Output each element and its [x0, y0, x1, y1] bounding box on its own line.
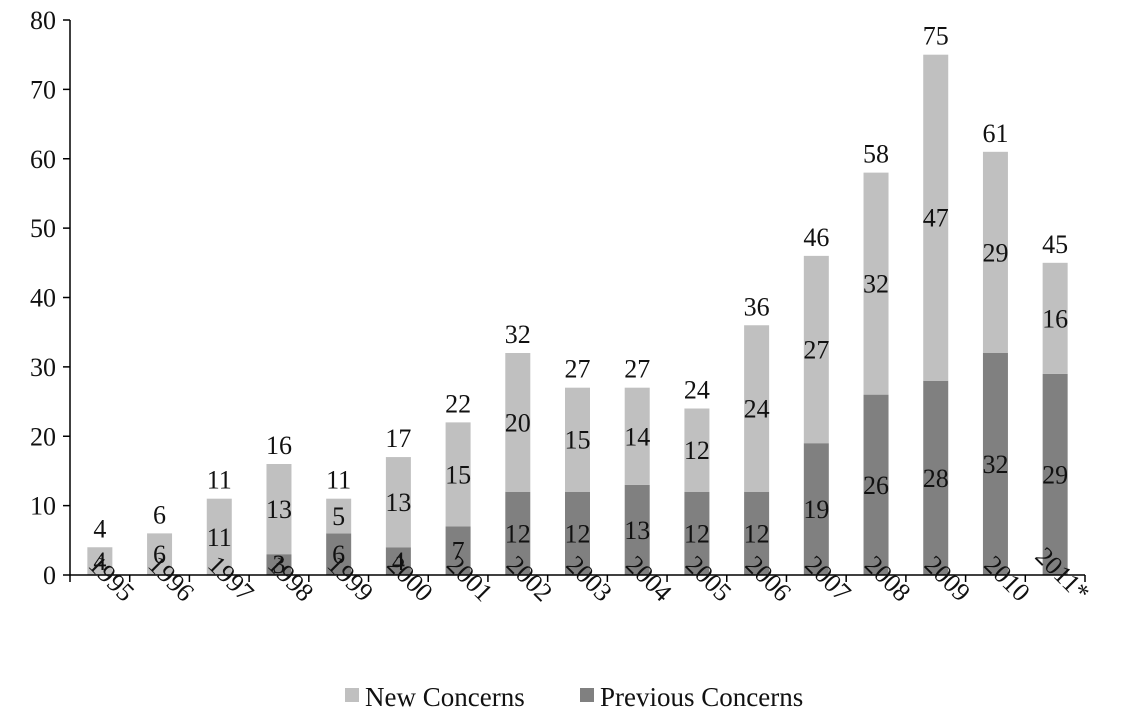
bar-previous-concerns	[505, 491, 531, 575]
data-label-previous: 32	[982, 450, 1008, 479]
bar-previous-concerns	[684, 491, 710, 575]
data-label-total: 16	[266, 431, 292, 460]
bar-previous-concerns	[1042, 373, 1068, 575]
data-label-new: 11	[207, 523, 232, 552]
y-tick-label: 30	[30, 353, 56, 382]
bar-new-concerns	[445, 422, 471, 527]
x-axis: 1995 1996 1997 1998 1999 2000 2001 2002 2003 2004…	[69, 541, 1095, 607]
bar-previous-concerns	[266, 554, 292, 575]
data-label-previous: 29	[1042, 460, 1068, 489]
data-label-total: 11	[207, 466, 232, 495]
bar-new-concerns	[147, 533, 173, 575]
y-axis: 0 10 20 30 40 50 60 70 80	[30, 6, 71, 590]
data-label-total: 27	[565, 355, 591, 384]
data-label-new: 24	[744, 395, 770, 424]
data-label-new: 29	[982, 238, 1008, 267]
data-label-total: 11	[326, 466, 351, 495]
data-label-previous: 6	[332, 540, 345, 569]
data-label-total: 27	[624, 355, 650, 384]
data-label-previous: 28	[923, 464, 949, 493]
legend-label-new-concerns: New Concerns	[365, 682, 525, 712]
data-label-total: 75	[923, 22, 949, 51]
bar-previous-concerns	[385, 547, 411, 575]
legend-swatch-new-concerns	[345, 688, 359, 702]
data-label-total: 61	[982, 119, 1008, 148]
data-label-new: 13	[266, 495, 292, 524]
bar-previous-concerns	[923, 380, 949, 575]
y-tick-label: 80	[30, 6, 56, 35]
data-label-total: 4	[93, 514, 106, 543]
data-label-previous: 26	[863, 471, 889, 500]
bar-previous-concerns	[565, 491, 590, 575]
bar-previous-concerns	[326, 533, 352, 575]
bar-new-concerns	[982, 151, 1008, 353]
data-label-total: 46	[803, 223, 829, 252]
bar-new-concerns	[624, 387, 650, 485]
data-label-new: 12	[684, 436, 710, 465]
data-label-previous: 4	[392, 547, 405, 576]
data-label-new: 20	[505, 408, 531, 437]
data-label-new: 27	[803, 336, 829, 365]
data-label-total: 32	[505, 320, 531, 349]
data-label-new: 6	[153, 540, 166, 569]
data-label-new: 5	[332, 502, 345, 531]
y-tick-label: 0	[43, 561, 56, 590]
data-label-previous: 19	[803, 495, 829, 524]
data-label-previous: 7	[452, 537, 465, 566]
bar-new-concerns	[87, 547, 113, 575]
data-label-new: 13	[385, 488, 411, 517]
bar-new-concerns	[863, 172, 889, 395]
bar-new-concerns	[505, 353, 531, 492]
y-tick-label: 50	[30, 214, 56, 243]
legend: New Concerns Previous Concerns	[345, 682, 803, 712]
y-tick-label: 40	[30, 284, 56, 313]
bar-previous-concerns	[803, 443, 829, 575]
bar-new-concerns	[206, 498, 232, 575]
data-label-previous: 12	[684, 519, 710, 548]
data-label-new: 15	[445, 460, 471, 489]
data-label-new: 16	[1042, 304, 1068, 333]
bar-new-concerns	[803, 255, 829, 444]
data-label-new: 4	[93, 547, 106, 576]
bar-new-concerns	[923, 54, 949, 381]
data-label-new: 14	[624, 422, 650, 451]
y-tick-label: 70	[30, 75, 56, 104]
data-label-total: 17	[385, 424, 411, 453]
bar-new-concerns	[565, 387, 590, 492]
y-tick-label: 10	[30, 492, 56, 521]
bar-previous-concerns	[445, 526, 471, 575]
bar-new-concerns	[385, 457, 411, 548]
data-label-previous: 12	[565, 519, 591, 548]
bar-new-concerns	[744, 325, 770, 492]
data-label-total: 22	[445, 389, 471, 418]
bars: 4466111131316651141317715221220321215271…	[87, 22, 1068, 579]
y-tick-label: 20	[30, 422, 56, 451]
data-label-total: 58	[863, 140, 889, 169]
bar-new-concerns	[1042, 262, 1068, 374]
data-label-previous: 12	[505, 519, 531, 548]
legend-swatch-previous-concerns	[580, 688, 594, 702]
legend-label-previous-concerns: Previous Concerns	[600, 682, 803, 712]
bar-previous-concerns	[982, 353, 1008, 575]
data-label-new: 47	[923, 204, 949, 233]
bar-previous-concerns	[624, 484, 650, 575]
data-label-previous: 12	[744, 519, 770, 548]
data-label-previous: 13	[624, 516, 650, 545]
bar-previous-concerns	[744, 491, 770, 575]
bar-new-concerns	[326, 498, 352, 534]
bar-new-concerns	[684, 408, 710, 492]
data-label-new: 32	[863, 270, 889, 299]
bar-previous-concerns	[863, 394, 889, 575]
y-tick-label: 60	[30, 145, 56, 174]
data-label-new: 15	[565, 426, 591, 455]
data-label-total: 6	[153, 500, 166, 529]
data-label-total: 36	[744, 292, 770, 321]
data-label-total: 24	[684, 376, 710, 405]
bar-new-concerns	[266, 464, 292, 555]
data-label-total: 45	[1042, 230, 1068, 259]
data-label-previous: 3	[272, 550, 285, 579]
